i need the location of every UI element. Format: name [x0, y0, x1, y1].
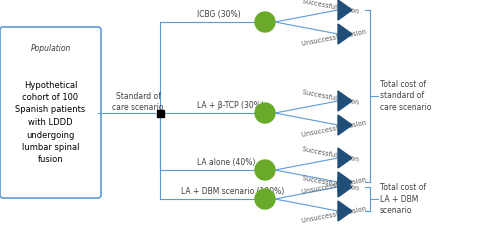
Polygon shape: [338, 91, 352, 111]
Circle shape: [255, 160, 275, 180]
Text: Hypothetical
cohort of 100
Spanish patients
with LDDD
undergoing
lumbar spinal
f: Hypothetical cohort of 100 Spanish patie…: [16, 81, 86, 164]
Text: ICBG (30%): ICBG (30%): [197, 10, 240, 19]
Text: Population: Population: [30, 44, 70, 53]
Polygon shape: [338, 172, 352, 192]
Text: LA alone (40%): LA alone (40%): [197, 158, 255, 167]
Text: Unsuccessful fusion: Unsuccessful fusion: [302, 177, 368, 195]
Text: Unsuccessful fusion: Unsuccessful fusion: [302, 120, 368, 138]
Polygon shape: [338, 201, 352, 221]
Polygon shape: [338, 177, 352, 197]
Text: Unsuccessful fusion: Unsuccessful fusion: [302, 206, 368, 224]
Text: Successful fusion: Successful fusion: [302, 0, 359, 15]
Text: Total cost of
standard of
care scenario: Total cost of standard of care scenario: [380, 80, 432, 112]
Text: Total cost of
LA + DBM
scenario: Total cost of LA + DBM scenario: [380, 183, 426, 215]
FancyBboxPatch shape: [0, 27, 101, 198]
Polygon shape: [338, 115, 352, 135]
Text: LA + β-TCP (30%): LA + β-TCP (30%): [197, 101, 264, 110]
Text: Successful fusion: Successful fusion: [302, 146, 359, 163]
Polygon shape: [338, 0, 352, 20]
Polygon shape: [338, 148, 352, 168]
Text: Successful fusion: Successful fusion: [302, 89, 359, 106]
Circle shape: [255, 12, 275, 32]
Bar: [156, 110, 164, 117]
Text: Successful fusion: Successful fusion: [302, 175, 359, 192]
Polygon shape: [338, 24, 352, 44]
Circle shape: [255, 103, 275, 123]
Text: LA + DBM scenario (100%): LA + DBM scenario (100%): [181, 187, 284, 196]
Text: Standard of
care scenario: Standard of care scenario: [112, 92, 164, 112]
Text: Unsuccessful fusion: Unsuccessful fusion: [302, 29, 368, 47]
Circle shape: [255, 189, 275, 209]
